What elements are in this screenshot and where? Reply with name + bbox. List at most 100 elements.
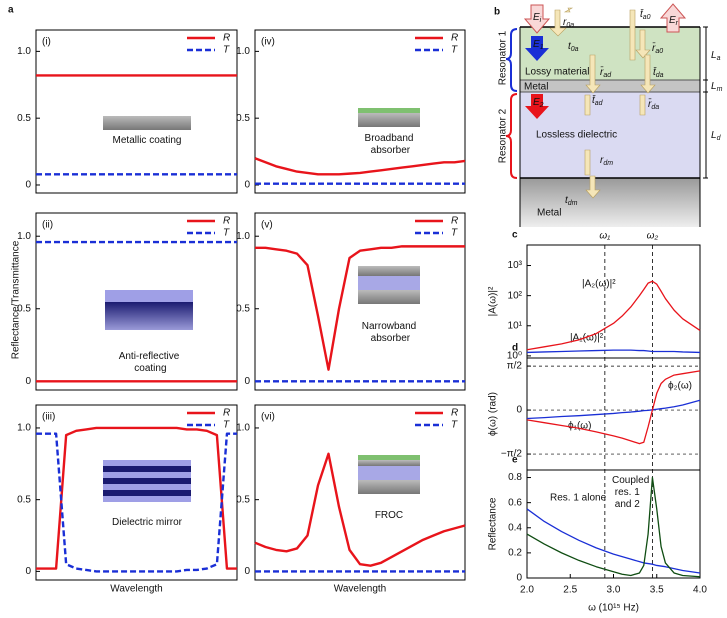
y-tick-label: 1.0	[236, 231, 250, 242]
series-label: ϕ₁(ω)	[568, 421, 591, 432]
resonator-label: Resonator 1	[498, 30, 509, 85]
plot-frame	[254, 29, 466, 194]
y-tick-label: 1.0	[17, 231, 31, 242]
inset-layer	[358, 466, 420, 480]
plot-frame	[35, 212, 238, 391]
y-tick-label: 0.5	[236, 494, 250, 505]
field-label: E2	[533, 97, 544, 109]
y-tick-label: 0.5	[236, 303, 250, 314]
panel-letter: b	[494, 7, 500, 18]
resonator-label: Resonator 2	[498, 108, 509, 163]
coefficient-label: t̄ad	[592, 93, 604, 106]
coefficient-label: r̄ad	[600, 65, 612, 79]
y-axis-label: ϕ(ω) (rad)	[488, 392, 499, 436]
series-line	[255, 245, 465, 371]
panel-letter: d	[512, 343, 518, 354]
inset-layer	[103, 472, 191, 478]
y-tick-label: 0	[244, 180, 250, 191]
series-line	[526, 370, 701, 445]
panel-letter: c	[512, 230, 518, 241]
y-tick-label: 0.4	[508, 522, 522, 533]
y-tick-label: 0	[25, 376, 31, 387]
inset-layer	[103, 460, 191, 466]
legend-label: R	[451, 33, 458, 44]
y-tick-label: 0.5	[17, 303, 31, 314]
x-axis-label: ω (10¹⁵ Hz)	[588, 603, 639, 614]
series-label: Coupled res. 1 and 2	[612, 475, 649, 510]
inset-layer	[358, 455, 420, 460]
inset-layer	[105, 290, 193, 302]
y-tick-label: 10¹	[508, 320, 523, 331]
y-tick-label: 0.2	[508, 548, 522, 559]
y-tick-label: 10⁰	[507, 351, 522, 362]
inset-layer	[358, 108, 420, 113]
coefficient-label: t0a	[568, 41, 579, 53]
series-line	[526, 508, 701, 574]
field-label: Er	[669, 15, 679, 27]
y-tick-label: 0	[516, 573, 522, 584]
field-label: Ei	[533, 12, 542, 24]
inset-label: Dielectric mirror	[112, 517, 183, 528]
inset-layer	[358, 276, 420, 290]
legend-label: R	[223, 33, 230, 44]
y-tick-label: 0.6	[508, 497, 522, 508]
plot-frame	[254, 404, 466, 581]
thickness-label: Lm	[711, 81, 723, 93]
panel-label: (i)	[42, 37, 51, 48]
panel-label: (iii)	[42, 412, 55, 423]
series-line	[254, 157, 466, 176]
field-label: E1	[533, 39, 544, 51]
series-line	[36, 426, 237, 570]
series-label: Res. 1 alone	[550, 493, 607, 504]
inset-layer	[103, 484, 191, 490]
panel-letter: e	[512, 455, 518, 466]
inset-label: Anti-reflective coating	[119, 351, 180, 374]
inset-label: Narrowband absorber	[362, 321, 416, 344]
y-tick-label: π/2	[507, 361, 523, 372]
x-tick-label: 2.0	[520, 585, 534, 596]
panel-letter: a	[8, 5, 14, 16]
coefficient-label: t̄a0	[640, 7, 651, 20]
panel-label: (iv)	[261, 37, 275, 48]
legend-label: T	[223, 228, 230, 239]
layer-label: Metal	[537, 208, 561, 219]
thickness-label: La	[711, 50, 721, 62]
inset-layer	[103, 496, 191, 502]
inset-layer	[103, 466, 191, 472]
panel-label: (ii)	[42, 220, 53, 231]
y-tick-label: 0.5	[17, 113, 31, 124]
inset-layer	[105, 302, 193, 330]
y-tick-label: 0.5	[17, 494, 31, 505]
plot-frame	[35, 29, 238, 194]
series-line	[526, 280, 701, 351]
inset-layer	[358, 266, 420, 276]
series-line	[526, 399, 701, 420]
layer-label: Metal	[524, 82, 548, 93]
coefficient-label: tdm	[565, 195, 578, 207]
x-tick-label: 3.5	[650, 585, 664, 596]
panel-b-layers	[505, 3, 708, 227]
y-axis-label: |A(ω)|²	[488, 286, 499, 316]
inset-label: Broadband absorber	[365, 133, 414, 156]
inset-layer	[358, 113, 420, 127]
x-tick-label: 3.0	[607, 585, 621, 596]
y-tick-label: 0.5	[236, 113, 250, 124]
y-axis-label: Reflectance	[488, 497, 499, 550]
inset-layer	[103, 116, 191, 130]
series-label: |A₁(ω)|²	[570, 333, 604, 344]
legend-label: R	[223, 216, 230, 227]
plot-frame	[526, 244, 701, 359]
inset-layer	[358, 480, 420, 494]
legend-label: R	[223, 408, 230, 419]
y-tick-label: 1.0	[236, 46, 250, 57]
x-tick-label: 4.0	[693, 585, 707, 596]
inset-layer	[103, 490, 191, 496]
inset-layer	[358, 460, 420, 466]
inset-label: FROC	[375, 510, 403, 521]
layer-label: Lossless dielectric	[536, 130, 617, 141]
y-tick-label: 0	[244, 566, 250, 577]
layer-label: Lossy material	[525, 67, 589, 78]
coefficient-label: r0a	[563, 17, 574, 29]
panel-label: (v)	[261, 220, 273, 231]
